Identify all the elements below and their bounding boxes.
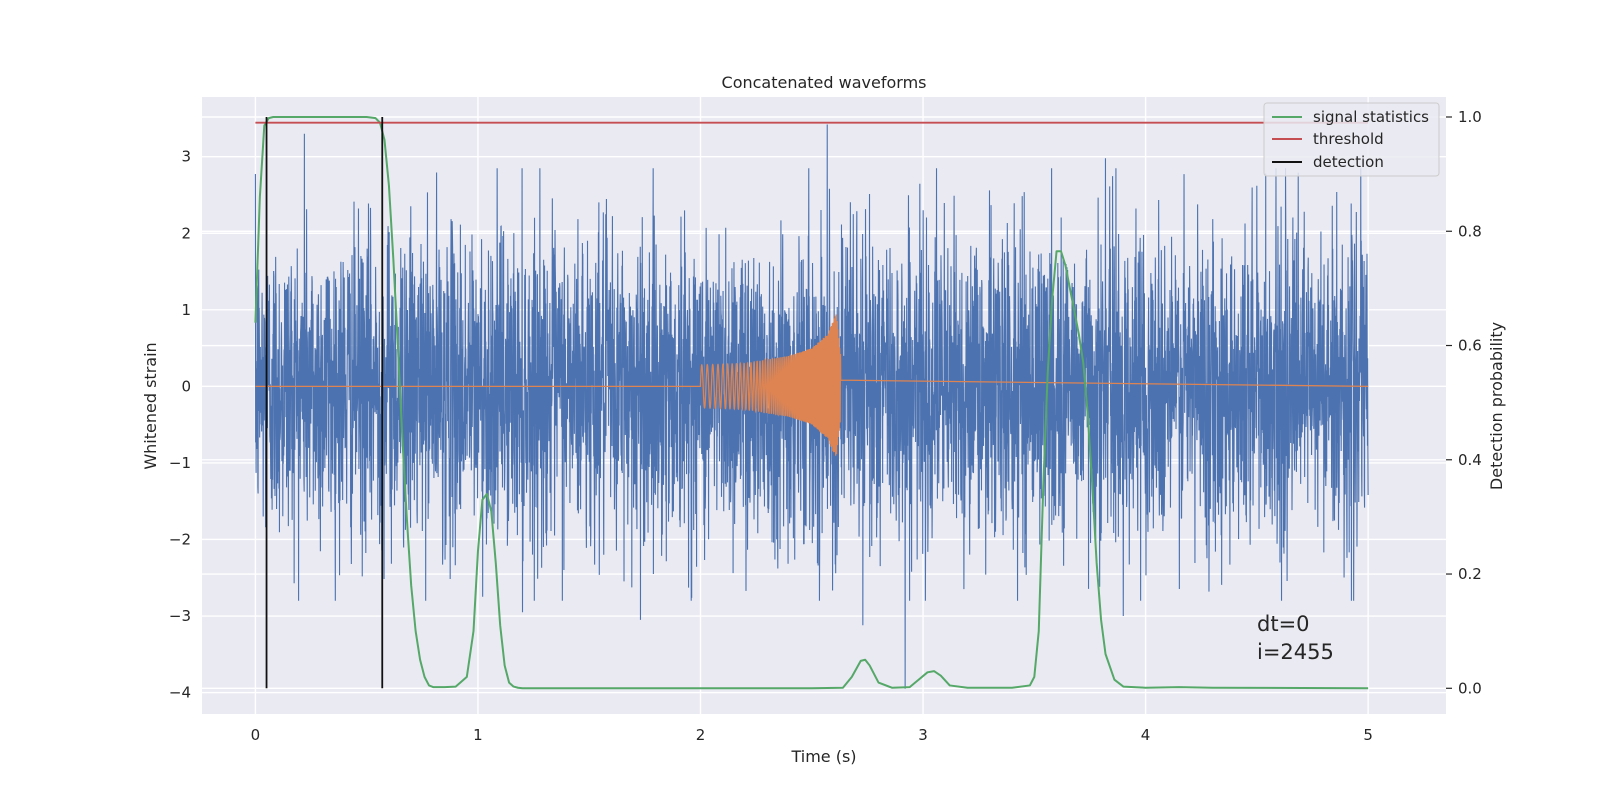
y-tick-label: −4: [169, 684, 191, 702]
x-axis-label: Time (s): [790, 747, 856, 766]
y-tick-label: −1: [169, 454, 191, 472]
series-signal-statistics-line: [254, 116, 1369, 690]
chart-title: Concatenated waveforms: [722, 73, 927, 92]
annotation: dt=0 i=2455: [1257, 612, 1334, 664]
y2-tick-label: 1.0: [1458, 108, 1482, 126]
legend: signal statistics threshold detection: [1263, 102, 1440, 177]
y2-tick-label: 0.0: [1458, 679, 1482, 697]
x-tick-label: 5: [1363, 726, 1373, 744]
y2-axis-label: Detection probability: [1487, 322, 1506, 490]
annotation-line-dt: dt=0: [1257, 612, 1310, 636]
series-layer: [254, 116, 1369, 690]
legend-box: [1263, 102, 1440, 177]
y-tick-label: 2: [181, 224, 191, 242]
y2-tick-label: 0.8: [1458, 222, 1482, 240]
x-tick-label: 2: [696, 726, 706, 744]
y-axis-label: Whitened strain: [141, 342, 160, 469]
x-tick-label: 4: [1141, 726, 1151, 744]
y-tick-label: −2: [169, 530, 191, 548]
y-tick-label: −3: [169, 607, 191, 625]
x-tick-label: 3: [918, 726, 928, 744]
legend-label-threshold: threshold: [1313, 130, 1384, 148]
y-tick-label: 3: [181, 148, 191, 166]
legend-label-signal-statistics: signal statistics: [1313, 108, 1429, 126]
y2-tick-label: 0.6: [1458, 337, 1482, 355]
y2-tick-label: 0.2: [1458, 565, 1482, 583]
x-tick-label: 1: [473, 726, 483, 744]
legend-label-detection: detection: [1313, 153, 1384, 171]
x-tick-label: 0: [251, 726, 261, 744]
ticks: 0 1 2 3 4 5 −4 −3 −2 −1 0 1 2 3 0.0 0.2 0.4 0.6 0.8 1.0: [169, 108, 1482, 744]
y2-tick-label: 0.4: [1458, 451, 1482, 469]
y-tick-label: 1: [181, 301, 191, 319]
y-tick-label: 0: [181, 377, 191, 395]
annotation-line-i: i=2455: [1257, 640, 1334, 664]
series-chirp-line: [255, 314, 1369, 456]
